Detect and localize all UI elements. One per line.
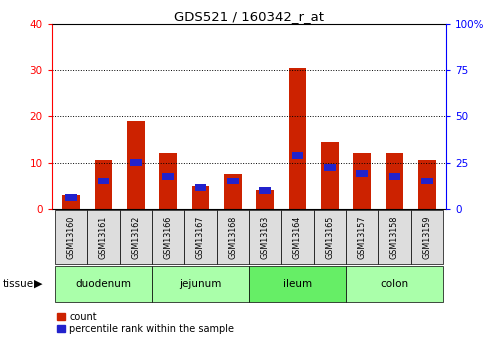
Text: GSM13159: GSM13159 [423, 215, 431, 259]
Bar [130, 159, 141, 166]
Text: tissue: tissue [2, 279, 34, 289]
Bar [346, 210, 378, 264]
Bar [192, 186, 210, 209]
Text: GSM13160: GSM13160 [67, 216, 75, 259]
Bar [292, 152, 303, 159]
Bar [324, 164, 336, 171]
Bar [162, 173, 174, 180]
Text: GSM13165: GSM13165 [325, 216, 334, 259]
Bar [216, 210, 249, 264]
Text: jejunum: jejunum [179, 279, 222, 289]
Text: ▶: ▶ [34, 279, 42, 289]
Bar [227, 178, 239, 185]
Bar [314, 210, 346, 264]
Bar [321, 142, 339, 209]
Title: GDS521 / 160342_r_at: GDS521 / 160342_r_at [174, 10, 324, 23]
Bar [55, 210, 87, 264]
Bar [159, 153, 177, 209]
Bar [66, 194, 77, 201]
Bar [256, 190, 274, 209]
Bar [356, 170, 368, 177]
Text: GSM13166: GSM13166 [164, 216, 173, 259]
Text: GSM13158: GSM13158 [390, 216, 399, 259]
Text: GSM13157: GSM13157 [357, 215, 367, 259]
Bar [62, 195, 80, 209]
Bar [353, 153, 371, 209]
Bar [418, 160, 436, 209]
Text: GSM13163: GSM13163 [261, 216, 270, 259]
Text: colon: colon [381, 279, 409, 289]
Bar [184, 210, 216, 264]
Bar [87, 210, 120, 264]
Bar [195, 184, 206, 191]
Bar [152, 210, 184, 264]
Bar [288, 68, 306, 209]
Text: GSM13168: GSM13168 [228, 216, 237, 259]
Bar [98, 178, 109, 185]
Bar [378, 210, 411, 264]
Bar [282, 210, 314, 264]
Bar [249, 266, 346, 302]
Bar [95, 160, 112, 209]
Bar [152, 266, 249, 302]
Bar [421, 178, 432, 185]
Text: GSM13162: GSM13162 [131, 216, 141, 259]
Bar [386, 153, 403, 209]
Bar [127, 121, 145, 209]
Text: duodenum: duodenum [75, 279, 132, 289]
Bar [55, 266, 152, 302]
Text: GSM13161: GSM13161 [99, 216, 108, 259]
Bar [224, 174, 242, 209]
Text: GSM13164: GSM13164 [293, 216, 302, 259]
Text: GSM13167: GSM13167 [196, 216, 205, 259]
Text: ileum: ileum [283, 279, 312, 289]
Bar [120, 210, 152, 264]
Bar [259, 187, 271, 194]
Legend: count, percentile rank within the sample: count, percentile rank within the sample [57, 312, 234, 334]
Bar [388, 173, 400, 180]
Bar [411, 210, 443, 264]
Bar [346, 266, 443, 302]
Bar [249, 210, 282, 264]
